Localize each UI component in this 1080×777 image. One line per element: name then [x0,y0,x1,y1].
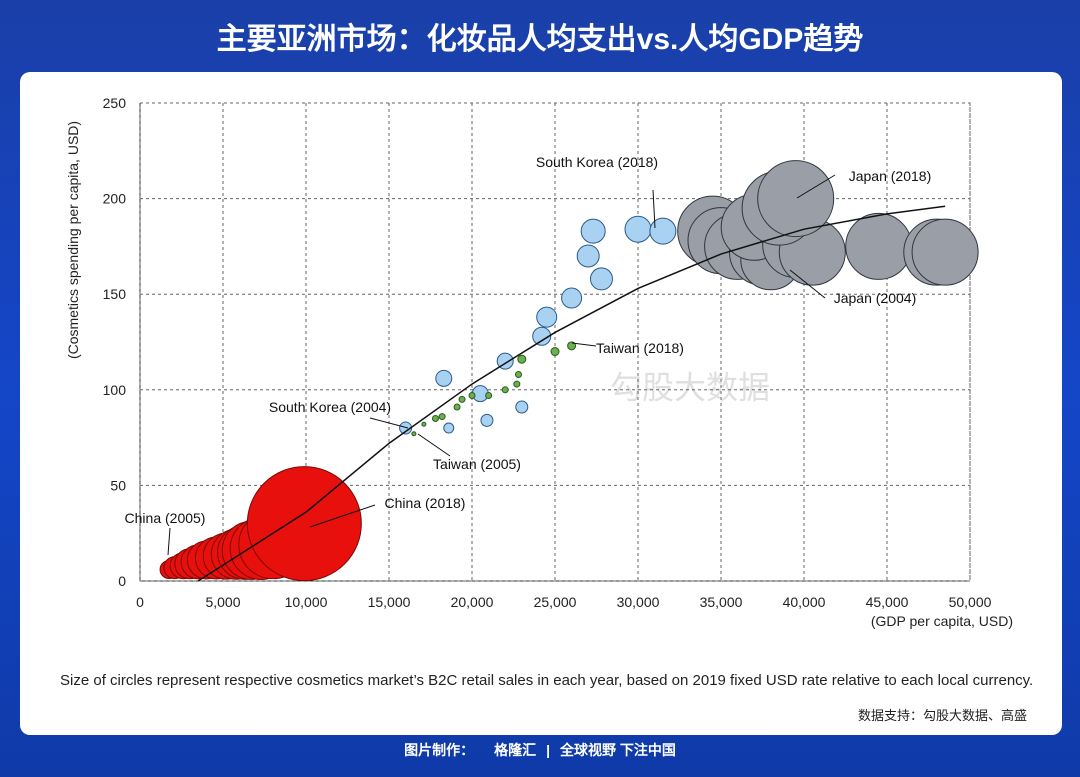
leader-line [571,342,597,347]
annotation: China (2005) [125,510,206,526]
footer-brand: 格隆汇 [494,742,537,758]
bubble [589,267,613,291]
annotation: China (2018) [385,495,466,511]
bubble [435,369,453,387]
bubble [576,244,600,268]
bubble [458,395,466,403]
leader-line [796,174,836,199]
x-tick-label: 50,000 [949,594,992,610]
bubble [431,414,439,422]
annotation: Japan (2004) [834,290,917,306]
y-tick-label: 100 [103,382,127,398]
bubble [501,386,509,394]
leader-line [309,504,376,528]
x-tick-label: 20,000 [451,594,494,610]
footer-made: 图片制作： [404,742,475,758]
y-tick-label: 200 [103,191,127,207]
leader-line [652,189,656,229]
bubble [517,354,527,364]
annotation: South Korea (2018) [536,154,658,170]
watermark: 勾股大数据 [610,369,770,405]
x-axis-label: (GDP per capita, USD) [871,613,1013,629]
bubble [453,403,461,411]
source: 数据支持：勾股大数据、高盛 [858,708,1027,723]
y-tick-label: 50 [110,477,126,493]
x-tick-label: 30,000 [617,594,660,610]
note-box: Size of circles represent respective cos… [60,673,1034,689]
annotation: South Korea (2004) [269,399,391,415]
x-tick-label: 0 [136,594,144,610]
bubble [421,421,427,427]
bubble [443,422,455,434]
bubble [536,306,558,328]
panel [20,72,1062,735]
bubble [567,341,577,351]
x-tick-label: 10,000 [285,594,328,610]
y-axis-label: (Cosmetics spending per capita, USD) [65,121,81,359]
bubble [246,466,362,582]
bubble [485,392,493,400]
y-tick-label: 250 [103,95,127,111]
note: Size of circles represent respective cos… [60,673,1034,689]
y-tick-label: 0 [118,573,126,589]
leader-line [167,527,171,556]
bubble [438,413,446,421]
bubble [515,400,529,414]
x-tick-label: 5,000 [205,594,240,610]
x-tick-label: 15,000 [368,594,411,610]
trend-line [197,205,946,582]
annotation: Japan (2018) [849,168,932,184]
bubble [845,212,913,280]
bubble [468,392,476,400]
bubble [513,380,521,388]
annotation: Taiwan (2018) [596,340,684,356]
leader-line [789,269,826,299]
bubble [649,217,677,245]
plot-border [139,102,971,582]
footer-slogan: 全球视野 下注中国 [560,742,676,758]
bubble [514,371,522,379]
bubble [911,218,979,286]
bubble [550,347,560,357]
bubble [532,326,552,346]
title: 主要亚洲市场：化妆品人均支出vs.人均GDP趋势 [216,23,864,56]
x-tick-label: 40,000 [783,594,826,610]
bubble [561,287,583,309]
x-tick-label: 25,000 [534,594,577,610]
x-tick-label: 35,000 [700,594,743,610]
annotation: Taiwan (2005) [433,456,521,472]
bubble [757,160,835,238]
leader-line [369,417,409,429]
bubble [411,431,417,437]
bubble [624,215,652,243]
bubble [480,413,494,427]
x-tick-label: 45,000 [866,594,909,610]
bubble [580,218,606,244]
y-tick-label: 150 [103,286,127,302]
footer: 图片制作： 格隆汇 | 全球视野 下注中国 [404,742,676,758]
leader-line [417,433,451,457]
